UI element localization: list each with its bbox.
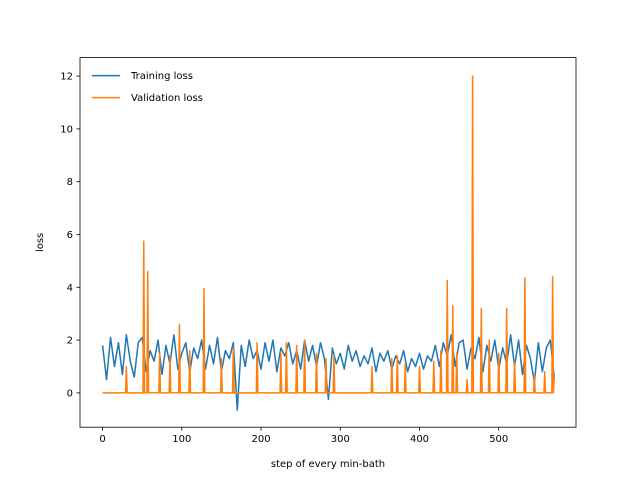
- x-tick-label: 0: [99, 434, 105, 445]
- x-tick-label: 500: [489, 434, 508, 445]
- legend-label: Training loss: [130, 71, 193, 82]
- x-tick-label: 200: [252, 434, 271, 445]
- y-axis-label: loss: [35, 233, 46, 252]
- legend-label: Validation loss: [131, 93, 203, 104]
- y-tick-label: 4: [67, 283, 73, 294]
- line-series: [101, 334, 555, 411]
- line-series: [102, 75, 555, 394]
- axes-frame: [79, 57, 577, 428]
- x-tick-label: 400: [410, 434, 429, 445]
- x-tick-label: 100: [172, 434, 191, 445]
- x-axis-label: step of every min-bath: [271, 459, 385, 470]
- y-tick-label: 12: [60, 72, 73, 83]
- y-tick-label: 2: [67, 336, 73, 347]
- plot-area: [101, 75, 555, 411]
- y-tick-label: 0: [67, 388, 73, 399]
- y-tick-label: 8: [67, 177, 73, 188]
- y-tick-label: 10: [60, 124, 73, 135]
- y-tick-label: 6: [67, 230, 73, 241]
- x-tick-label: 300: [331, 434, 350, 445]
